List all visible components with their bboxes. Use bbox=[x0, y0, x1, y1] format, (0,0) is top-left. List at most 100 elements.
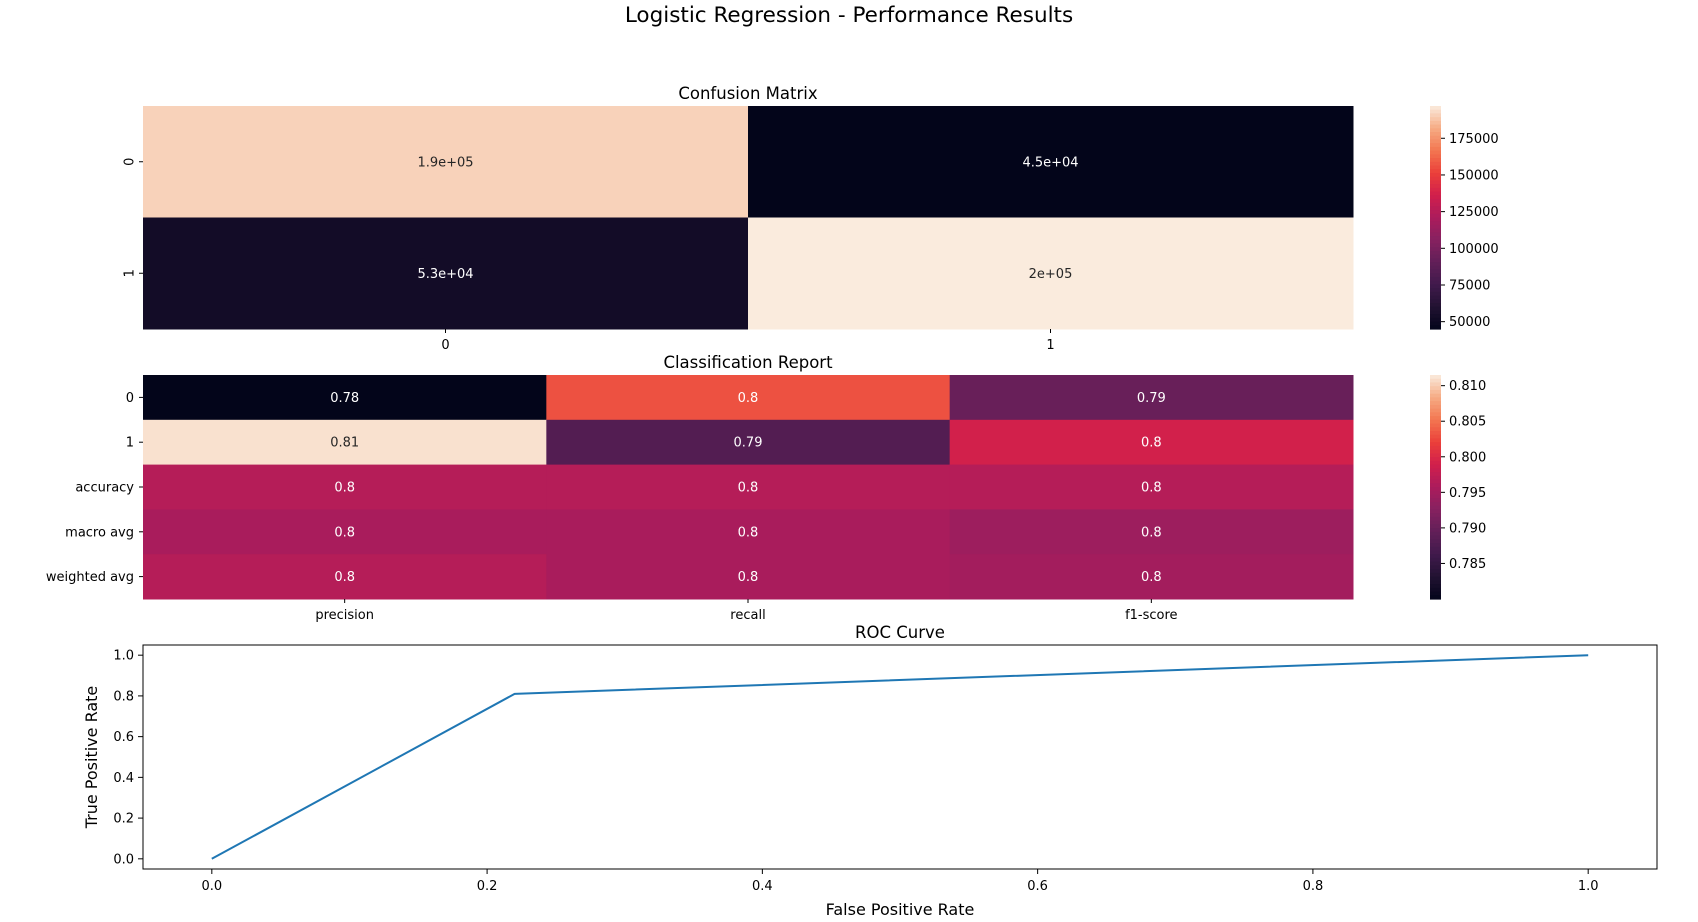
confusion-matrix-colorbar-strip bbox=[1430, 243, 1441, 248]
classification-report-cell bbox=[949, 509, 1354, 555]
classification-report-colorbar-strip bbox=[1430, 412, 1441, 417]
classification-report-colorbar-strip bbox=[1430, 561, 1441, 566]
classification-report-colorbar-strip bbox=[1430, 584, 1441, 589]
classification-report-colorbar-strip bbox=[1430, 524, 1441, 529]
confusion-matrix-panel: Confusion Matrix 1.9e+05 4.5e+04 5.3e+04 2e+… bbox=[123, 84, 1499, 353]
classification-report-colorbar-strip bbox=[1430, 572, 1441, 578]
classification-report-colorbar-strip bbox=[1430, 397, 1441, 402]
confusion-matrix-y-tick-label: 0 bbox=[123, 158, 138, 166]
confusion-matrix-colorbar-strip bbox=[1430, 221, 1441, 226]
classification-report-colorbar-strip bbox=[1430, 591, 1441, 596]
classification-report-colorbar-strip bbox=[1430, 539, 1441, 544]
roc-x-tick-label: 0.2 bbox=[477, 879, 498, 894]
confusion-matrix-cell bbox=[748, 217, 1354, 330]
classification-report-x-tick-label: recall bbox=[730, 608, 765, 623]
roc-y-tick-label: 0.4 bbox=[113, 771, 134, 786]
confusion-matrix-colorbar-tick-label: 150000 bbox=[1449, 168, 1499, 183]
confusion-matrix-colorbar-strip bbox=[1430, 132, 1441, 137]
classification-report-y-tick-label: 0 bbox=[126, 391, 134, 406]
classification-report-cell bbox=[546, 509, 951, 555]
classification-report-colorbar-strip bbox=[1430, 550, 1441, 555]
confusion-matrix-colorbar-strip bbox=[1430, 154, 1441, 159]
classification-report-y-tick-label: 1 bbox=[126, 436, 134, 451]
classification-report-colorbar-strip bbox=[1430, 479, 1441, 484]
classification-report-colorbar-tick-label: 0.790 bbox=[1449, 521, 1486, 536]
classification-report-colorbar-strip bbox=[1430, 505, 1441, 510]
classification-report-cell-label: 0.8 bbox=[738, 525, 759, 540]
classification-report-cell bbox=[143, 419, 547, 466]
classification-report-cell bbox=[546, 419, 951, 466]
confusion-matrix-colorbar-strip bbox=[1430, 262, 1441, 267]
confusion-matrix-colorbar-strip bbox=[1430, 321, 1441, 326]
confusion-matrix-colorbar-strip bbox=[1430, 135, 1441, 141]
classification-report-colorbar-strip bbox=[1430, 427, 1441, 432]
classification-report-colorbar-tick-label: 0.800 bbox=[1449, 450, 1486, 465]
confusion-matrix-colorbar-strip bbox=[1430, 139, 1441, 144]
confusion-matrix-colorbar-strip bbox=[1430, 169, 1441, 174]
classification-report-cell-label: 0.8 bbox=[738, 570, 759, 585]
classification-report-colorbar-strip bbox=[1430, 404, 1441, 410]
classification-report-colorbar-strip bbox=[1430, 595, 1441, 600]
classification-report-colorbar-tick-label: 0.805 bbox=[1449, 415, 1486, 430]
classification-report-colorbar-strip bbox=[1430, 531, 1441, 537]
confusion-matrix-colorbar-tick-label: 75000 bbox=[1449, 278, 1490, 293]
confusion-matrix-colorbar-strip bbox=[1430, 158, 1441, 163]
classification-report-colorbar-strip bbox=[1430, 453, 1441, 458]
confusion-matrix-colorbar-strip bbox=[1430, 284, 1441, 289]
confusion-matrix-colorbar-strip bbox=[1430, 202, 1441, 207]
classification-report-colorbar-strip bbox=[1430, 375, 1441, 380]
classification-report-colorbar-strip bbox=[1430, 442, 1441, 447]
classification-report-colorbar-strip bbox=[1430, 468, 1441, 473]
confusion-matrix-colorbar-strip bbox=[1430, 210, 1441, 215]
confusion-matrix-colorbar-strip bbox=[1430, 280, 1441, 285]
confusion-matrix-colorbar-strip bbox=[1430, 113, 1441, 118]
confusion-matrix-cell-label: 2e+05 bbox=[1029, 267, 1073, 282]
roc-y-tick-label: 0.8 bbox=[113, 689, 134, 704]
classification-report-cell bbox=[949, 419, 1354, 466]
confusion-matrix-colorbar-strip bbox=[1430, 288, 1441, 293]
confusion-matrix-colorbar-tick-label: 125000 bbox=[1449, 205, 1499, 220]
confusion-matrix-cell bbox=[143, 217, 749, 330]
classification-report-cell bbox=[546, 464, 951, 510]
classification-report-colorbar-strip bbox=[1430, 509, 1441, 514]
classification-report-colorbar-strip bbox=[1430, 576, 1441, 581]
classification-report-colorbar-strip bbox=[1430, 546, 1441, 552]
classification-report-colorbar-strip bbox=[1430, 449, 1441, 454]
confusion-matrix-colorbar-strip bbox=[1430, 236, 1441, 241]
classification-report-colorbar-tick-label: 0.785 bbox=[1449, 557, 1486, 572]
confusion-matrix-colorbar-strip bbox=[1430, 198, 1441, 204]
classification-report-colorbar-tick-label: 0.795 bbox=[1449, 486, 1486, 501]
classification-report-cell-label: 0.8 bbox=[1141, 525, 1162, 540]
classification-report-colorbar-strip bbox=[1430, 423, 1441, 428]
confusion-matrix-cell bbox=[143, 106, 749, 218]
classification-report-colorbar-strip bbox=[1430, 401, 1441, 406]
confusion-matrix-colorbar-strip bbox=[1430, 314, 1441, 319]
confusion-matrix-cell-label: 4.5e+04 bbox=[1022, 155, 1078, 170]
confusion-matrix-colorbar-strip bbox=[1430, 276, 1441, 282]
confusion-matrix-colorbar-strip bbox=[1430, 217, 1441, 222]
roc-y-tick-label: 0.2 bbox=[113, 812, 134, 827]
roc-y-tick-label: 1.0 bbox=[113, 649, 134, 664]
roc-curve-panel: ROC Curve 0.0 0.2 0.4 0.6 0.8 1.0 0.0 0.2 0.4 0.6 0… bbox=[82, 623, 1658, 919]
confusion-matrix-colorbar-strip bbox=[1430, 206, 1441, 211]
classification-report-colorbar-strip bbox=[1430, 520, 1441, 525]
confusion-matrix-colorbar-strip bbox=[1430, 310, 1441, 315]
confusion-matrix-colorbar-strip bbox=[1430, 273, 1441, 278]
classification-report-x-tick-label: f1-score bbox=[1125, 608, 1177, 623]
classification-report-colorbar-strip bbox=[1430, 498, 1441, 503]
confusion-matrix-colorbar-strip bbox=[1430, 109, 1441, 115]
roc-x-tick-label: 1.0 bbox=[1578, 879, 1599, 894]
roc-x-axis-label: False Positive Rate bbox=[826, 900, 975, 919]
confusion-matrix-colorbar-strip bbox=[1430, 232, 1441, 237]
classification-report-colorbar-strip bbox=[1430, 416, 1441, 421]
confusion-matrix-colorbar-strip bbox=[1430, 187, 1441, 193]
classification-report-cell bbox=[143, 464, 547, 510]
confusion-matrix-colorbar-strip bbox=[1430, 239, 1441, 245]
classification-report-colorbar-strip bbox=[1430, 389, 1441, 395]
classification-report-colorbar-strip bbox=[1430, 494, 1441, 499]
classification-report-colorbar-strip bbox=[1430, 472, 1441, 477]
classification-report-colorbar-strip bbox=[1430, 516, 1441, 522]
confusion-matrix-colorbar-tick-label: 100000 bbox=[1449, 242, 1499, 257]
confusion-matrix-colorbar-strip bbox=[1430, 161, 1441, 167]
